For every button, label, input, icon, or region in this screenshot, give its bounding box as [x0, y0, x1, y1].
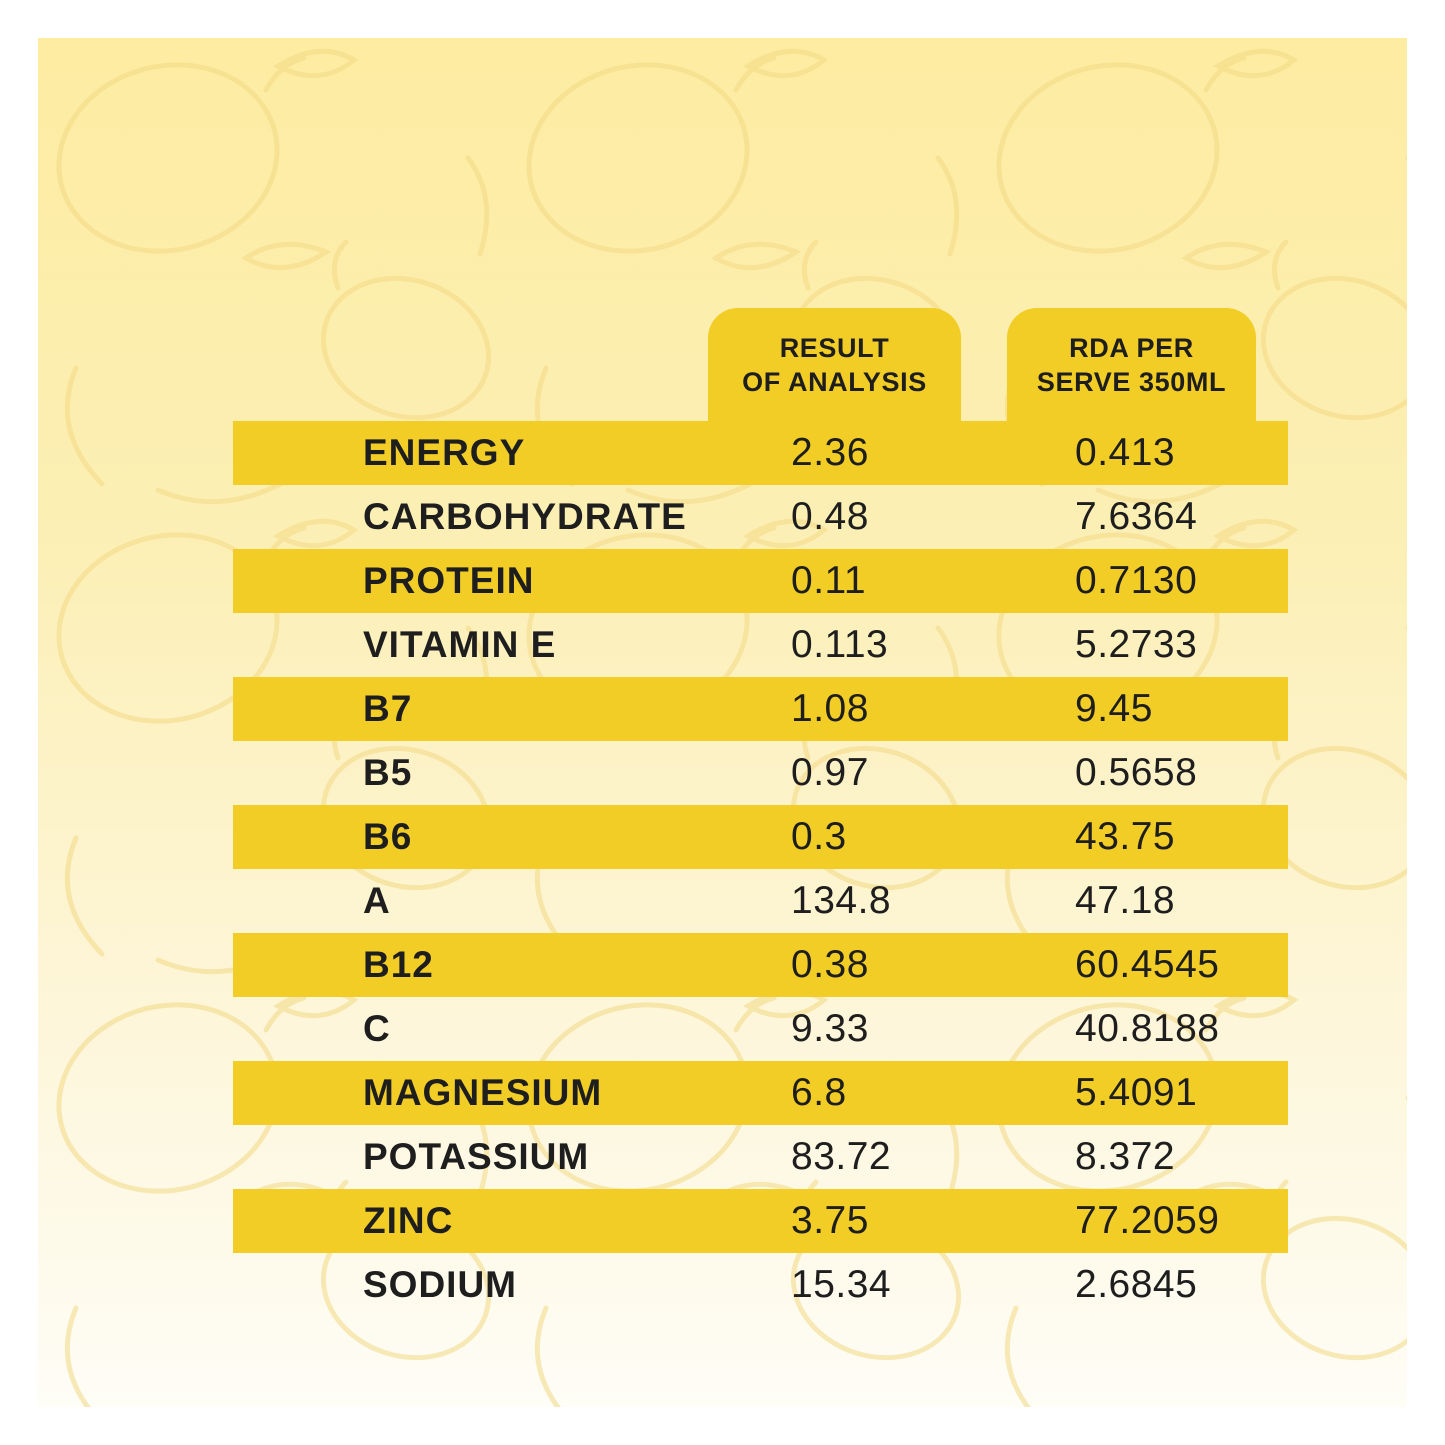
column-header-line: RDA PER — [1069, 332, 1194, 363]
column-header-line: OF ANALYSIS — [742, 366, 927, 397]
result-value: 9.33 — [791, 1007, 869, 1050]
column-header-line: RESULT — [779, 332, 890, 363]
nutrition-table: ENERGY 2.36 0.413 CARBOHYDRATE 0.48 7.63… — [233, 421, 1288, 1317]
result-value: 6.8 — [791, 1071, 847, 1114]
column-header-rda-per-serve: RDA PER SERVE 350ML — [1007, 308, 1256, 421]
result-value: 134.8 — [791, 879, 892, 922]
rda-value: 2.6845 — [1075, 1263, 1198, 1306]
rda-value: 0.7130 — [1075, 559, 1198, 602]
table-row: B6 0.3 43.75 — [233, 805, 1288, 869]
table-row: B12 0.38 60.4545 — [233, 933, 1288, 997]
nutrient-label: ENERGY — [363, 432, 526, 473]
result-value: 0.48 — [791, 495, 869, 538]
rda-value: 5.4091 — [1075, 1071, 1198, 1114]
result-value: 0.38 — [791, 943, 869, 986]
nutrient-label: ZINC — [363, 1200, 454, 1241]
result-value: 83.72 — [791, 1135, 892, 1178]
nutrient-label: A — [363, 880, 391, 921]
table-row: PROTEIN 0.11 0.7130 — [233, 549, 1288, 613]
table-row: POTASSIUM 83.72 8.372 — [233, 1125, 1288, 1189]
rda-value: 40.8188 — [1075, 1007, 1220, 1050]
table-row: ENERGY 2.36 0.413 — [233, 421, 1288, 485]
table-row: B7 1.08 9.45 — [233, 677, 1288, 741]
nutrient-label: B5 — [363, 752, 413, 793]
column-header-result-of-analysis: RESULT OF ANALYSIS — [708, 308, 961, 421]
table-row: B5 0.97 0.5658 — [233, 741, 1288, 805]
nutrient-label: B7 — [363, 688, 413, 729]
nutrient-label: POTASSIUM — [363, 1136, 590, 1177]
result-value: 2.36 — [791, 431, 869, 474]
rda-value: 77.2059 — [1075, 1199, 1220, 1242]
result-value: 15.34 — [791, 1263, 892, 1306]
result-value: 3.75 — [791, 1199, 869, 1242]
rda-value: 8.372 — [1075, 1135, 1176, 1178]
result-value: 0.3 — [791, 815, 847, 858]
table-row: C 9.33 40.8188 — [233, 997, 1288, 1061]
nutrient-label: SODIUM — [363, 1264, 517, 1305]
table-row: SODIUM 15.34 2.6845 — [233, 1253, 1288, 1317]
rda-value: 7.6364 — [1075, 495, 1198, 538]
nutrient-label: CARBOHYDRATE — [363, 496, 687, 537]
nutrient-label: VITAMIN E — [363, 624, 557, 665]
nutrient-label: B6 — [363, 816, 413, 857]
column-header-line: SERVE 350ML — [1036, 366, 1227, 397]
table-row: A 134.8 47.18 — [233, 869, 1288, 933]
table-row: CARBOHYDRATE 0.48 7.6364 — [233, 485, 1288, 549]
nutrient-label: C — [363, 1008, 391, 1049]
rda-value: 0.413 — [1075, 431, 1176, 474]
nutrient-label: MAGNESIUM — [363, 1072, 603, 1113]
rda-value: 9.45 — [1075, 687, 1153, 730]
result-value: 1.08 — [791, 687, 869, 730]
nutrient-label: B12 — [363, 944, 434, 985]
rda-value: 5.2733 — [1075, 623, 1198, 666]
result-value: 0.113 — [791, 623, 889, 666]
rda-value: 60.4545 — [1075, 943, 1220, 986]
table-row: VITAMIN E 0.113 5.2733 — [233, 613, 1288, 677]
lemon-background-canvas: RESULT OF ANALYSIS RDA PER SERVE 350ML E… — [38, 38, 1407, 1407]
nutrient-label: PROTEIN — [363, 560, 535, 601]
table-row: ZINC 3.75 77.2059 — [233, 1189, 1288, 1253]
rda-value: 0.5658 — [1075, 751, 1198, 794]
table-row: MAGNESIUM 6.8 5.4091 — [233, 1061, 1288, 1125]
result-value: 0.97 — [791, 751, 869, 794]
rda-value: 43.75 — [1075, 815, 1176, 858]
result-value: 0.11 — [791, 559, 867, 602]
rda-value: 47.18 — [1075, 879, 1176, 922]
